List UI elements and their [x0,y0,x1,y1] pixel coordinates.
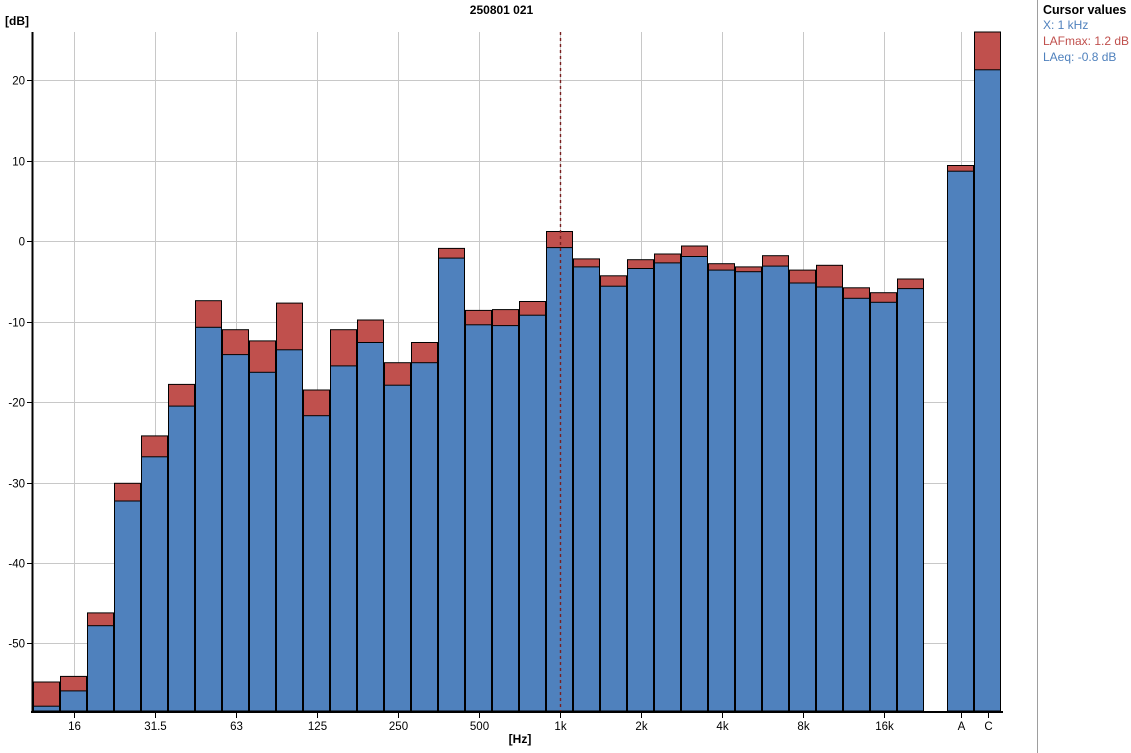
cursor-lafmax-readout: LAFmax: 1.2 dB [1043,34,1130,48]
x-tick-label: 125 [308,721,327,733]
cursor-values-panel: Cursor values X: 1 kHz LAFmax: 1.2 dB LA… [1037,0,1131,753]
bar-laeq-80[interactable] [249,371,276,712]
bar-laeq-1.25k[interactable] [573,266,600,712]
y-tick-label: -10 [8,318,25,330]
x-tick-label: 31.5 [144,721,166,733]
x-tick-label: 16k [875,721,894,733]
bar-laeq-63[interactable] [222,354,249,712]
bar-laeq-4k[interactable] [708,269,735,712]
bar-laeq-800[interactable] [519,314,546,712]
bar-laeq-1.6k[interactable] [600,285,627,712]
bar-laeq-A[interactable] [947,170,974,712]
y-tick-label: -20 [8,398,25,410]
bar-laeq-2k[interactable] [627,268,654,712]
bar-laeq-630[interactable] [492,325,519,712]
bar-laeq-20k[interactable] [897,288,924,712]
x-tick-label: C [984,721,992,733]
y-tick-label: -30 [8,479,25,491]
x-axis-unit-label: [Hz] [508,732,532,746]
bar-laeq-25[interactable] [114,500,141,712]
bar-laeq-10k[interactable] [816,286,843,712]
bar-laeq-2.5k[interactable] [654,262,681,712]
cursor-panel-heading: Cursor values [1043,3,1127,17]
y-tick-label: 20 [12,76,25,88]
x-tick-label: 250 [389,721,408,733]
bar-laeq-31.5[interactable] [141,456,168,712]
x-tick-label: 63 [230,721,243,733]
x-tick-label: 2k [635,721,647,733]
x-tick-label: A [958,721,966,733]
bar-laeq-8k[interactable] [789,282,816,712]
bar-laeq-12.5k[interactable] [843,297,870,712]
bar-laeq-12.5[interactable] [33,705,60,712]
bar-laeq-3.15k[interactable] [681,256,708,712]
bar-laeq-16[interactable] [60,690,87,712]
bar-laeq-160[interactable] [330,365,357,712]
bar-laeq-5k[interactable] [735,271,762,712]
y-axis-unit-label: [dB] [5,14,29,28]
x-tick-label: 4k [716,721,728,733]
bar-laeq-200[interactable] [357,342,384,712]
y-tick-label: 0 [19,237,25,249]
bar-laeq-100[interactable] [276,349,303,712]
bar-laeq-6.3k[interactable] [762,265,789,712]
bar-laeq-16k[interactable] [870,301,897,712]
bar-laeq-1k[interactable] [546,247,573,712]
bar-laeq-40[interactable] [168,405,195,712]
y-tick-label: -40 [8,559,25,571]
x-tick-label: 500 [470,721,489,733]
bar-laeq-500[interactable] [465,324,492,712]
x-tick-label: 8k [797,721,809,733]
bar-laeq-20[interactable] [87,625,114,712]
x-tick-label: 16 [68,721,81,733]
spectrum-chart-area[interactable]: 250801 021 [dB] 20 10 0 -10 -20 -30 -40 -50 16 31… [0,0,1040,753]
bar-laeq-250[interactable] [384,384,411,712]
bar-laeq-C[interactable] [974,69,1001,712]
y-tick-label: -50 [8,639,25,651]
x-tick-label: 1k [554,721,566,733]
bar-laeq-125[interactable] [303,415,330,712]
chart-title: 250801 021 [469,3,534,17]
bar-laeq-315[interactable] [411,362,438,712]
y-tick-label: 10 [12,157,25,169]
bar-laeq-400[interactable] [438,257,465,712]
cursor-x-readout: X: 1 kHz [1043,18,1089,32]
cursor-laeq-readout: LAeq: -0.8 dB [1043,50,1117,64]
bar-laeq-50[interactable] [195,326,222,712]
